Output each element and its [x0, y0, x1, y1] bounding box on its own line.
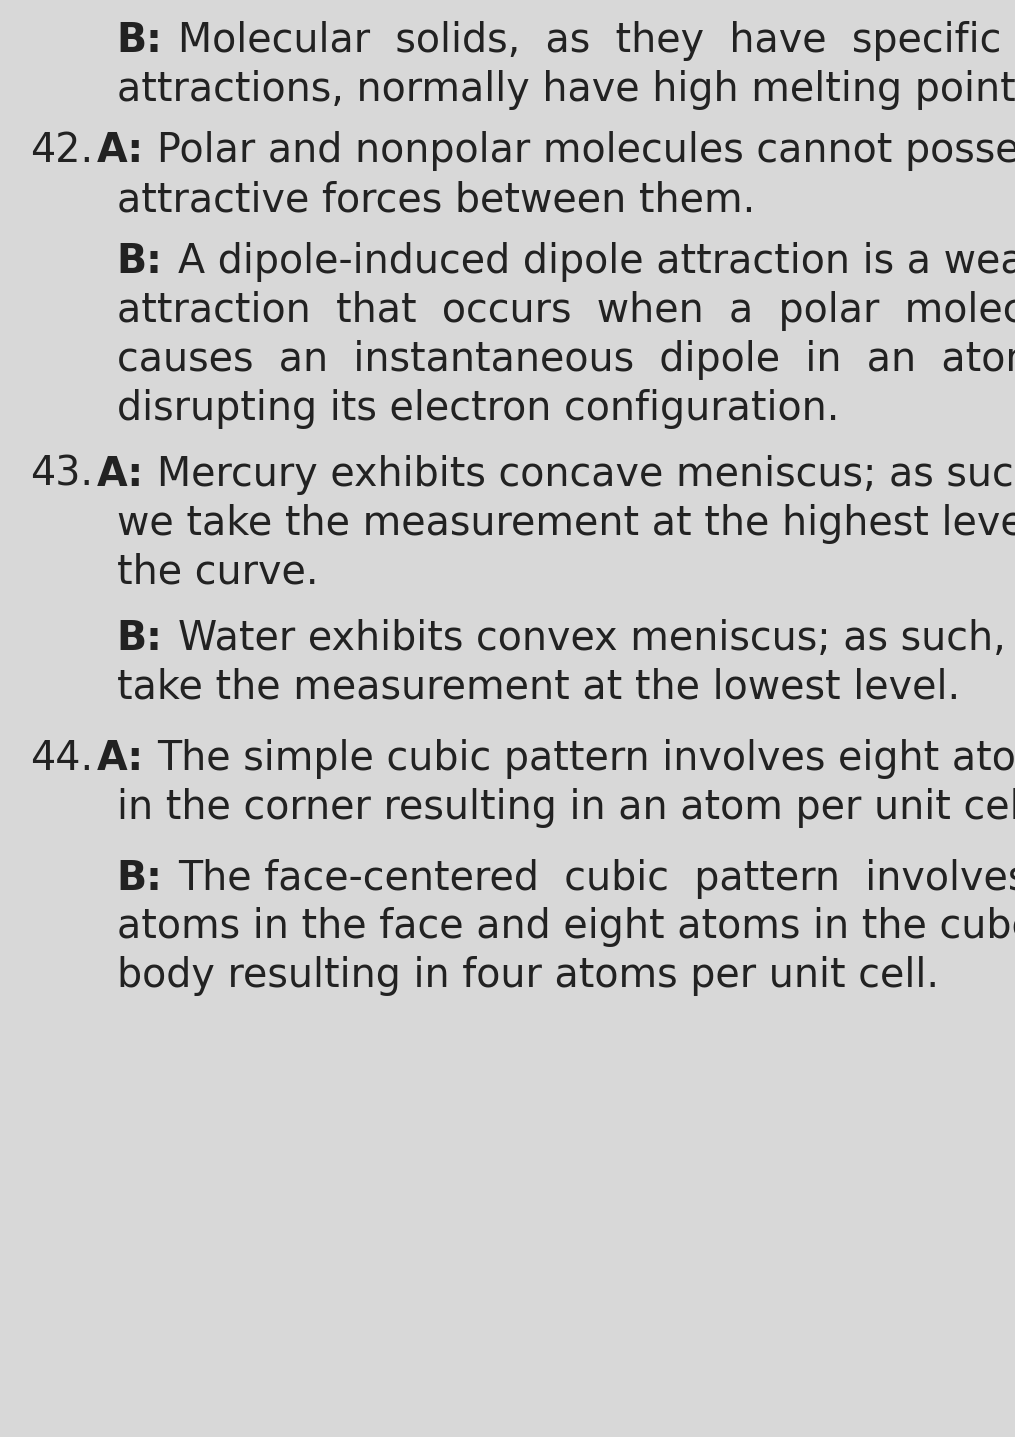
Text: the curve.: the curve. — [117, 552, 319, 592]
Text: A:: A: — [96, 739, 143, 779]
Text: 44.: 44. — [30, 739, 93, 779]
Text: attractive forces between them.: attractive forces between them. — [117, 180, 755, 220]
Text: 42.: 42. — [30, 131, 93, 171]
Text: we take the measurement at the highest level of: we take the measurement at the highest l… — [117, 503, 1015, 543]
Text: B:: B: — [117, 241, 162, 282]
Text: A dipole-induced dipole attraction is a weak: A dipole-induced dipole attraction is a … — [178, 241, 1015, 282]
Text: Water exhibits convex meniscus; as such, we: Water exhibits convex meniscus; as such,… — [178, 618, 1015, 658]
Text: causes  an  instantaneous  dipole  in  an  atom  by: causes an instantaneous dipole in an ato… — [117, 339, 1015, 379]
Text: body resulting in four atoms per unit cell.: body resulting in four atoms per unit ce… — [117, 956, 939, 996]
Text: A:: A: — [96, 454, 143, 494]
Text: atoms in the face and eight atoms in the cube’s: atoms in the face and eight atoms in the… — [117, 907, 1015, 947]
Text: attractions, normally have high melting points.: attractions, normally have high melting … — [117, 69, 1015, 109]
Text: disrupting its electron configuration.: disrupting its electron configuration. — [117, 388, 839, 428]
Text: The simple cubic pattern involves eight atoms: The simple cubic pattern involves eight … — [157, 739, 1015, 779]
Text: 43.: 43. — [30, 454, 93, 494]
Text: B:: B: — [117, 858, 162, 898]
Text: B:: B: — [117, 20, 162, 60]
Text: B:: B: — [117, 618, 162, 658]
Text: Mercury exhibits concave meniscus; as such,: Mercury exhibits concave meniscus; as su… — [157, 454, 1015, 494]
Text: Polar and nonpolar molecules cannot possess: Polar and nonpolar molecules cannot poss… — [157, 131, 1015, 171]
Text: Molecular  solids,  as  they  have  specific: Molecular solids, as they have specific — [178, 20, 1001, 60]
Text: take the measurement at the lowest level.: take the measurement at the lowest level… — [117, 667, 960, 707]
Text: in the corner resulting in an atom per unit cell.: in the corner resulting in an atom per u… — [117, 787, 1015, 828]
Text: A:: A: — [96, 131, 143, 171]
Text: attraction  that  occurs  when  a  polar  molecule: attraction that occurs when a polar mole… — [117, 290, 1015, 331]
Text: The face-centered  cubic  pattern  involves  six: The face-centered cubic pattern involves… — [178, 858, 1015, 898]
